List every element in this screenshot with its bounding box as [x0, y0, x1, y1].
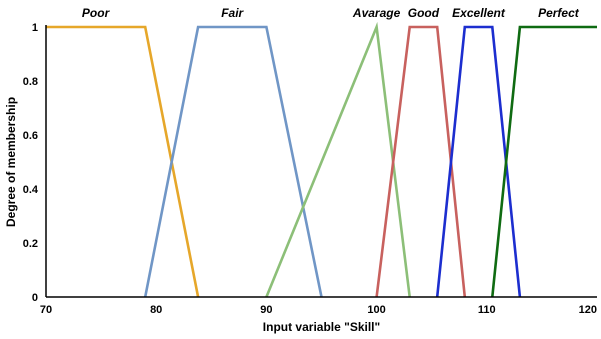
x-tick-label: 100 [367, 304, 385, 316]
series-line-excellent [435, 25, 522, 298]
x-tick-label: 110 [478, 304, 496, 316]
series-label-fair: Fair [221, 6, 244, 20]
series-line-avarage [265, 21, 411, 298]
y-tick-labels: 0 0.2 0.4 0.6 0.8 1 [23, 22, 39, 304]
series-line-poor [46, 25, 200, 298]
series-label-avarage: Avarage [352, 6, 401, 20]
series-labels: Poor Fair Avarage Good Excellent Perfect [82, 6, 580, 20]
x-tick-label: 120 [579, 304, 597, 316]
y-axis-title: Degree of membership [4, 97, 18, 227]
y-tick-label: 0.2 [23, 238, 38, 250]
series-label-excellent: Excellent [452, 6, 506, 20]
series-line-fair [143, 25, 323, 298]
x-axis-title: Input variable "Skill" [263, 320, 380, 334]
plot-lines [46, 21, 597, 298]
x-tick-label: 70 [40, 304, 52, 316]
y-tick-label: 0 [32, 292, 38, 304]
series-label-good: Good [408, 6, 440, 20]
series-label-perfect: Perfect [538, 6, 580, 20]
y-tick-label: 0.4 [23, 184, 39, 196]
x-tick-label: 90 [260, 304, 272, 316]
series-label-poor: Poor [82, 6, 111, 20]
y-tick-label: 0.8 [23, 76, 38, 88]
x-tick-label: 80 [150, 304, 162, 316]
x-tick-labels: 70 80 90 100 110 120 [40, 304, 597, 316]
y-tick-label: 1 [32, 22, 38, 34]
series-line-perfect [491, 25, 597, 298]
y-tick-label: 0.6 [23, 130, 38, 142]
